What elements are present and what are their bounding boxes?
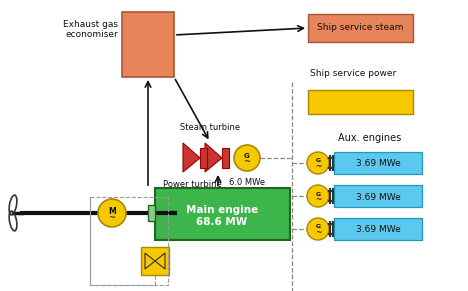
Text: G: G xyxy=(315,191,321,196)
Text: Power turbine: Power turbine xyxy=(162,180,221,189)
Text: 3.69 MWe: 3.69 MWe xyxy=(356,193,401,201)
Text: G: G xyxy=(315,224,321,230)
Text: 6.0 MWe: 6.0 MWe xyxy=(229,178,265,187)
Text: Steam turbine: Steam turbine xyxy=(180,123,240,132)
Polygon shape xyxy=(183,143,200,172)
Text: G: G xyxy=(244,153,250,159)
Bar xyxy=(222,148,229,168)
Text: ~: ~ xyxy=(315,162,321,171)
Bar xyxy=(334,185,422,207)
Circle shape xyxy=(98,199,126,227)
Text: ~: ~ xyxy=(315,228,321,237)
Bar xyxy=(90,197,168,285)
Bar xyxy=(141,247,169,275)
Circle shape xyxy=(307,185,329,207)
Bar xyxy=(334,218,422,240)
Circle shape xyxy=(307,218,329,240)
Bar xyxy=(155,188,290,240)
Bar xyxy=(122,12,174,77)
Text: Main engine
68.6 MW: Main engine 68.6 MW xyxy=(186,205,258,227)
Circle shape xyxy=(234,145,260,171)
Text: Ship service steam: Ship service steam xyxy=(317,24,403,33)
Text: Ship service power: Ship service power xyxy=(310,69,396,78)
Text: M: M xyxy=(108,207,116,216)
Bar xyxy=(148,205,155,221)
Text: 3.69 MWe: 3.69 MWe xyxy=(356,226,401,235)
Polygon shape xyxy=(205,143,222,172)
Text: 3.69 MWe: 3.69 MWe xyxy=(356,159,401,168)
Text: Exhaust gas
economiser: Exhaust gas economiser xyxy=(63,20,118,39)
Text: Aux. engines: Aux. engines xyxy=(338,133,402,143)
Text: ~: ~ xyxy=(109,214,116,223)
Circle shape xyxy=(307,152,329,174)
Text: G: G xyxy=(315,159,321,164)
Bar xyxy=(334,152,422,174)
Bar xyxy=(308,90,413,114)
Bar xyxy=(200,148,207,168)
Text: ~: ~ xyxy=(243,157,250,166)
Bar xyxy=(308,14,413,42)
Text: ~: ~ xyxy=(315,196,321,205)
